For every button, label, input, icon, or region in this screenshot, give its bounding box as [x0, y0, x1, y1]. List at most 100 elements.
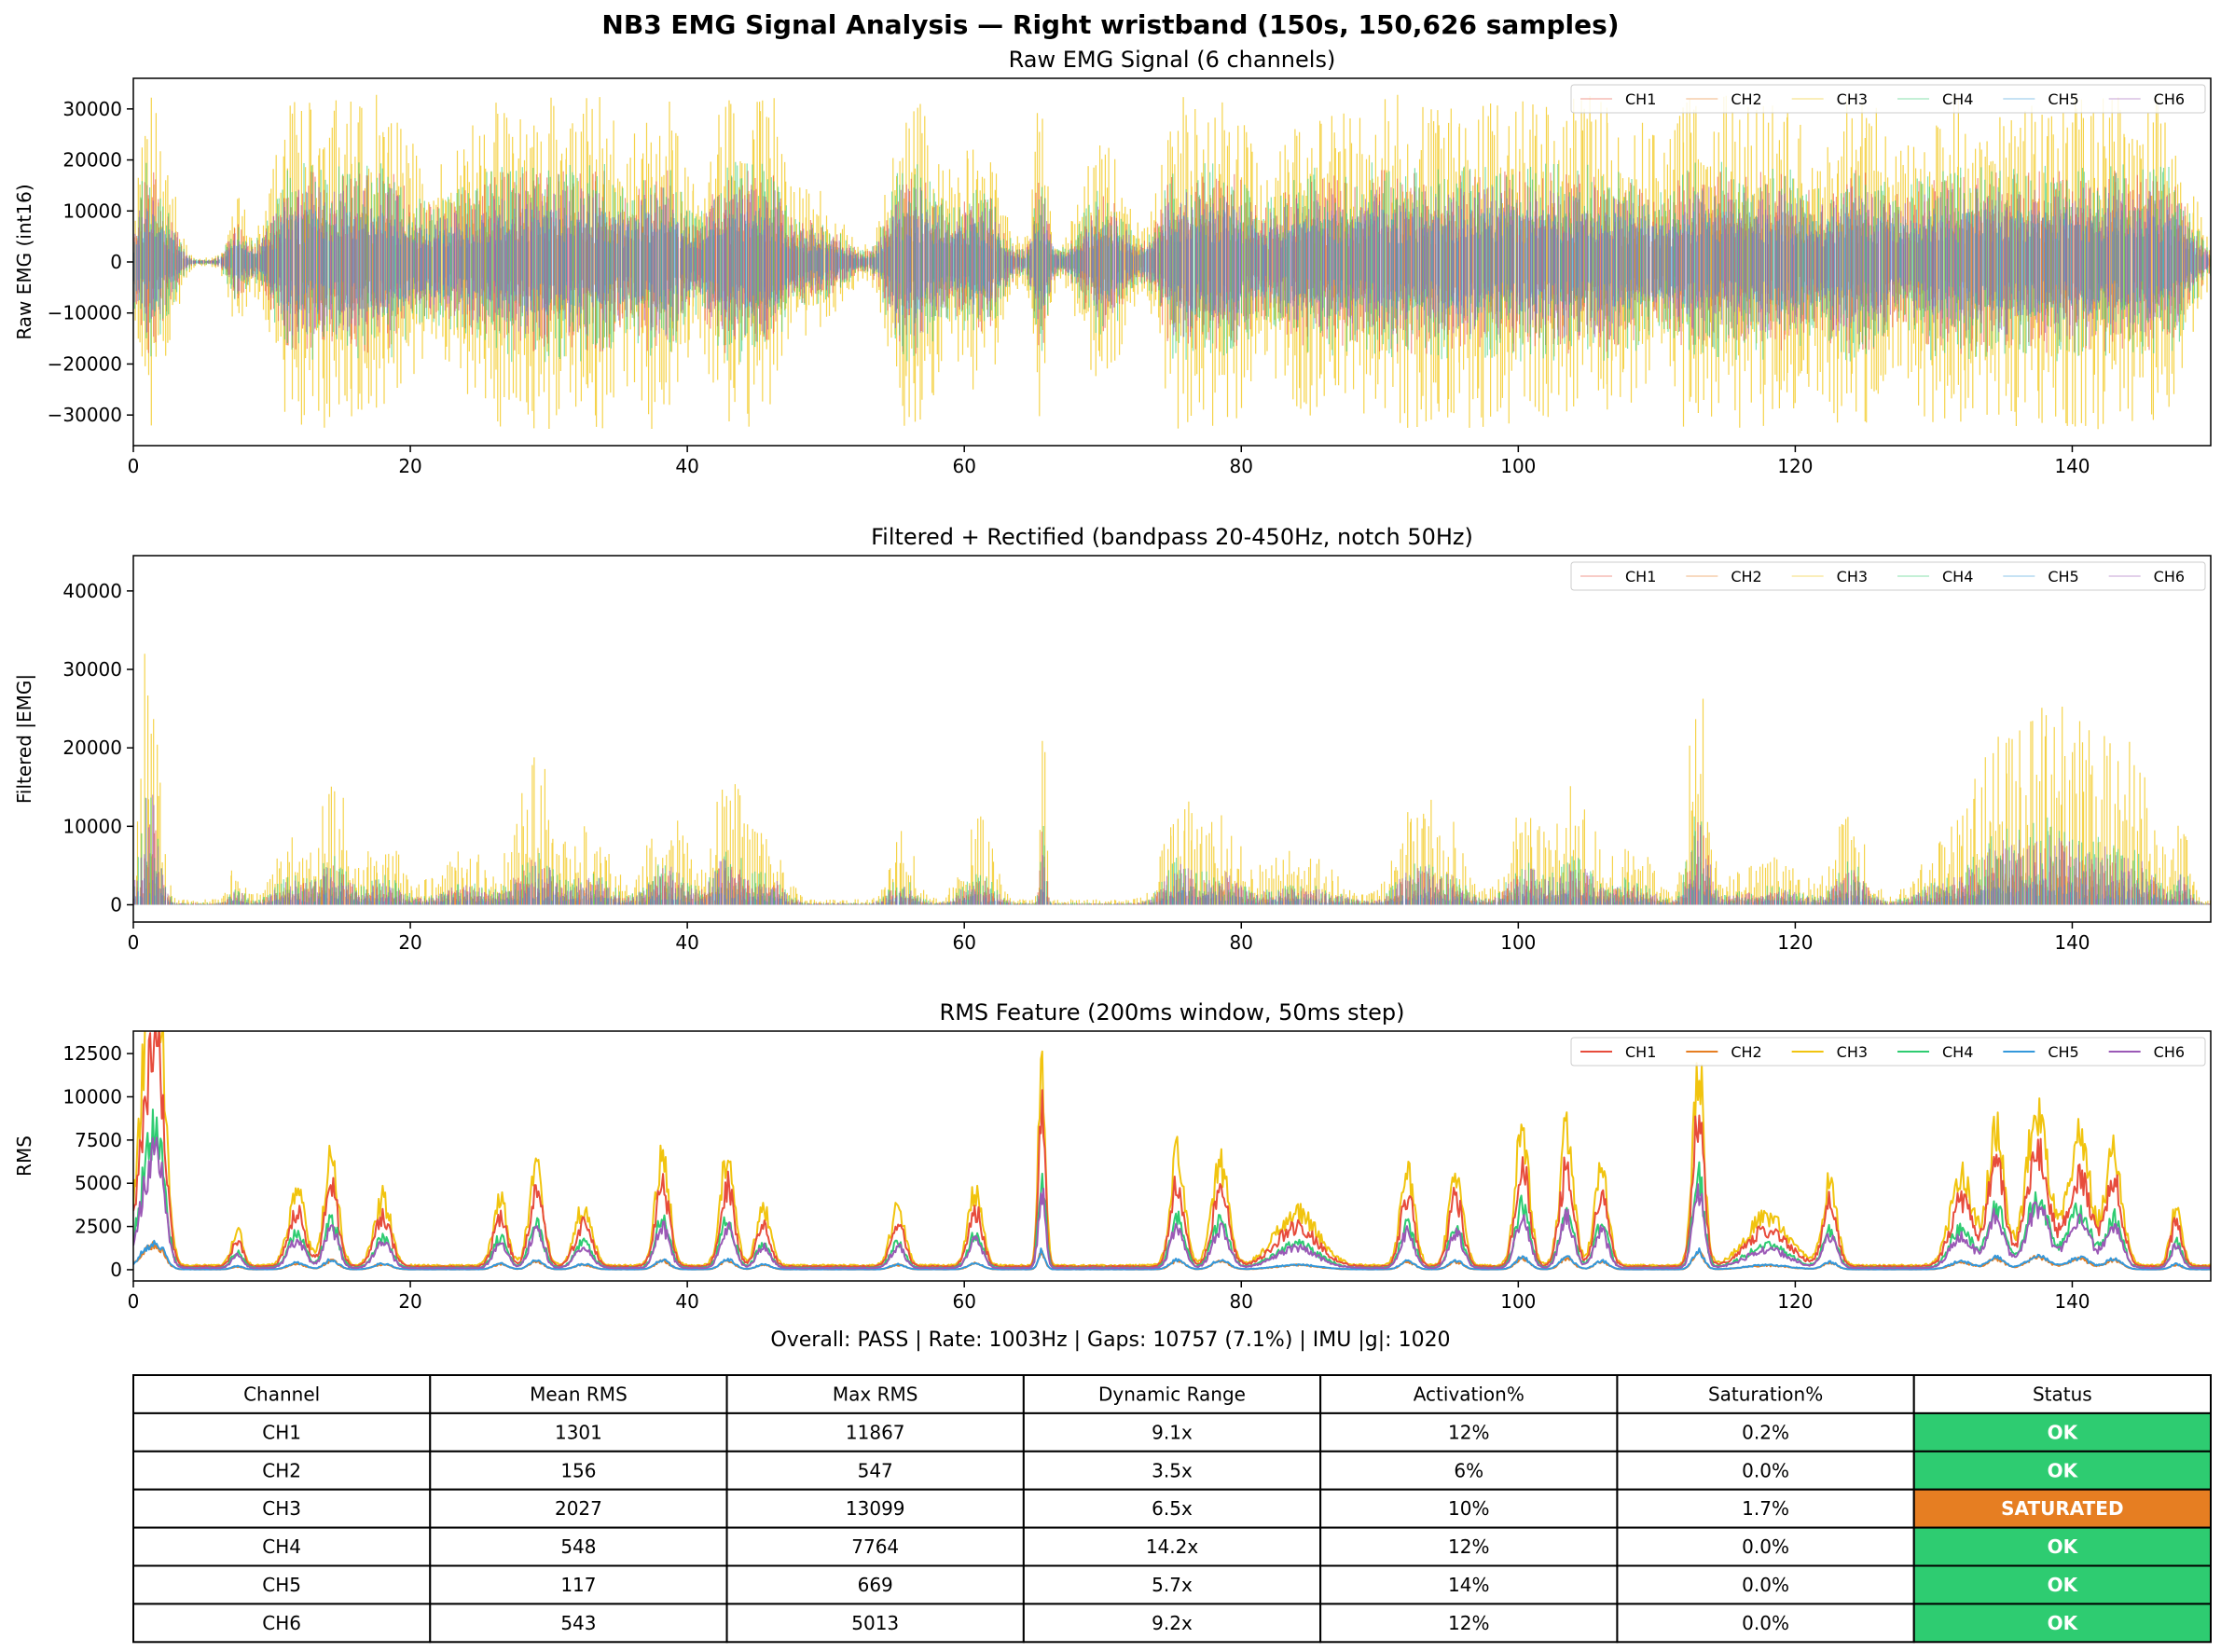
header-text: Status [2033, 1383, 2092, 1405]
y-tick-label: 20000 [62, 149, 122, 172]
y-axis-label: Raw EMG (int16) [13, 184, 35, 339]
table-cell [1022, 1488, 1322, 1529]
header-text: Channel [243, 1383, 320, 1405]
x-tick-label: 120 [1777, 931, 1813, 954]
table-cell [725, 1450, 1025, 1491]
cell-text: 6% [1454, 1459, 1483, 1481]
legend-label-ch1: CH1 [1625, 568, 1656, 585]
y-axis-label: Filtered |EMG| [13, 674, 35, 804]
x-tick-label: 120 [1777, 455, 1813, 477]
y-tick-label: 30000 [62, 98, 122, 120]
status-cell [1912, 1603, 2213, 1644]
cell-text: 2027 [555, 1497, 602, 1520]
legend-label-ch5: CH5 [2048, 90, 2078, 108]
table-cell [132, 1488, 432, 1529]
y-tick-label: 40000 [62, 580, 122, 602]
legend-label-ch4: CH4 [1942, 90, 1973, 108]
header-text: Activation% [1414, 1383, 1524, 1405]
x-tick-label: 140 [2054, 455, 2090, 477]
x-tick-label: 60 [952, 1290, 975, 1313]
header-cell [725, 1374, 1025, 1414]
x-tick-label: 60 [952, 455, 975, 477]
cell-text: 14% [1448, 1574, 1489, 1596]
plot-area [133, 94, 2211, 430]
legend-label-ch2: CH2 [1731, 1043, 1761, 1061]
legend: CH1 CH2 CH3 CH4 CH5 CH6 [1570, 84, 2206, 114]
y-tick-label: 0 [110, 893, 122, 915]
table-row: CH1 1301 11867 9.1x 12% 0.2% OK [132, 1411, 2213, 1452]
header-cell [1616, 1374, 1915, 1414]
rms-line-ch5 [133, 1239, 2211, 1271]
y-tick-label: 0 [110, 251, 122, 273]
y-tick-label: 10000 [62, 1085, 122, 1108]
chart-panel-2: Filtered + Rectified (bandpass 20-450Hz,… [13, 524, 2212, 954]
y-tick-label: 5000 [75, 1172, 122, 1194]
plot-area [133, 654, 2211, 905]
x-tick-label: 140 [2054, 931, 2090, 954]
x-tick-label: 80 [1230, 931, 1253, 954]
legend-label-ch4: CH4 [1942, 568, 1973, 585]
status-badge: OK [2048, 1612, 2079, 1634]
table-cell [1022, 1564, 1322, 1605]
cell-text: 0.2% [1742, 1421, 1789, 1443]
channel-summary-table: Channel Mean RMS Max RMS Dynamic Range Activ… [132, 1374, 2213, 1644]
x-tick-label: 120 [1777, 1290, 1813, 1313]
x-tick-label: 0 [128, 931, 140, 954]
cell-text: 12% [1448, 1612, 1489, 1634]
cell-text: 13099 [846, 1497, 905, 1520]
legend-label-ch1: CH1 [1625, 90, 1656, 108]
panel-title: Raw EMG Signal (6 channels) [1009, 47, 1336, 73]
status-badge: SATURATED [2001, 1497, 2123, 1520]
panel-title: Filtered + Rectified (bandpass 20-450Hz,… [871, 524, 1473, 550]
x-tick-label: 20 [398, 1290, 421, 1313]
legend-label-ch4: CH4 [1942, 1043, 1973, 1061]
cell-text: 0.0% [1742, 1612, 1789, 1634]
table-header-row: Channel Mean RMS Max RMS Dynamic Range Activ… [132, 1374, 2213, 1414]
table-cell [1319, 1488, 1619, 1529]
filtered-trace-ch6 [133, 794, 2210, 905]
cell-text: CH1 [262, 1421, 301, 1443]
header-text: Dynamic Range [1098, 1383, 1246, 1405]
cell-text: CH5 [262, 1574, 301, 1596]
cell-text: 9.2x [1152, 1612, 1193, 1634]
table-cell [1616, 1526, 1915, 1567]
chart-panels: Raw EMG Signal (6 channels) Raw EMG (int1… [13, 47, 2212, 1313]
table-cell [725, 1411, 1025, 1452]
cell-text: 1.7% [1742, 1497, 1789, 1520]
legend-label-ch3: CH3 [1837, 90, 1868, 108]
table-cell [1616, 1450, 1915, 1491]
table-row: CH2 156 547 3.5x 6% 0.0% OK [132, 1450, 2213, 1491]
cell-text: 156 [560, 1459, 596, 1481]
summary-line: Overall: PASS | Rate: 1003Hz | Gaps: 107… [770, 1328, 1450, 1352]
header-text: Max RMS [833, 1383, 918, 1405]
y-tick-label: −10000 [48, 302, 122, 324]
x-tick-label: 80 [1230, 1290, 1253, 1313]
panel-title: RMS Feature (200ms window, 50ms step) [940, 999, 1405, 1026]
cell-text: CH4 [262, 1535, 301, 1558]
legend-label-ch6: CH6 [2154, 1043, 2185, 1061]
legend-label-ch6: CH6 [2154, 90, 2185, 108]
legend: CH1 CH2 CH3 CH4 CH5 CH6 [1570, 561, 2206, 591]
y-tick-label: 0 [110, 1259, 122, 1281]
header-text: Saturation% [1708, 1383, 1823, 1405]
cell-text: CH3 [262, 1497, 301, 1520]
cell-text: 3.5x [1152, 1459, 1193, 1481]
x-tick-label: 40 [675, 455, 698, 477]
status-badge: OK [2048, 1574, 2079, 1596]
table-cell [1022, 1526, 1322, 1567]
cell-text: 12% [1448, 1421, 1489, 1443]
legend-label-ch6: CH6 [2154, 568, 2185, 585]
y-tick-label: 20000 [62, 737, 122, 759]
cell-text: 7764 [851, 1535, 899, 1558]
table-row: CH5 117 669 5.7x 14% 0.0% OK [132, 1564, 2213, 1605]
y-tick-label: 12500 [62, 1042, 122, 1065]
cell-text: 1301 [555, 1421, 602, 1443]
axes-frame [132, 1030, 2212, 1282]
x-tick-label: 20 [398, 931, 421, 954]
figure-title: NB3 EMG Signal Analysis — Right wristban… [601, 9, 1619, 40]
raw-trace-ch6 [133, 186, 2211, 337]
cell-text: 12% [1448, 1535, 1489, 1558]
status-cell [1912, 1564, 2213, 1605]
table-cell [429, 1488, 728, 1529]
plot-area [133, 1031, 2211, 1271]
